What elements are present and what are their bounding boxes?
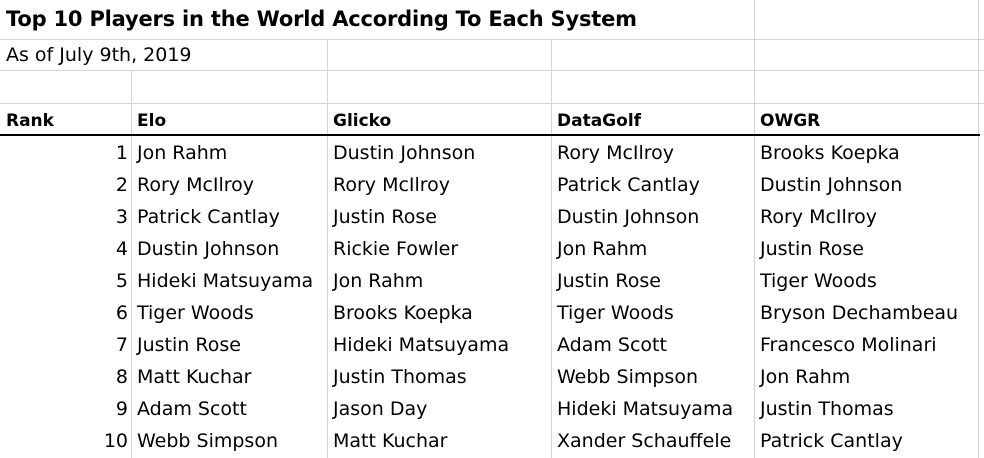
- cell-elo[interactable]: Dustin Johnson: [137, 238, 280, 260]
- cell-owgr[interactable]: Bryson Dechambeau: [760, 302, 959, 324]
- gridline-vertical: [327, 40, 328, 458]
- gridline-horizontal: [0, 39, 984, 40]
- cell-glicko[interactable]: Jon Rahm: [333, 270, 424, 292]
- gridline-horizontal: [0, 70, 984, 71]
- table-row: 1 Jon Rahm Dustin Johnson Rory McIlroy Brook…: [0, 137, 984, 169]
- table-row: 3 Patrick Cantlay Justin Rose Dustin Johnso…: [0, 201, 984, 233]
- header-glicko[interactable]: Glicko: [333, 111, 392, 131]
- cell-glicko[interactable]: Brooks Koepka: [333, 302, 473, 324]
- subtitle-row: As of July 9th, 2019: [0, 40, 984, 70]
- cell-datagolf[interactable]: Dustin Johnson: [557, 206, 700, 228]
- cell-elo[interactable]: Patrick Cantlay: [137, 206, 280, 228]
- header-rank[interactable]: Rank: [6, 111, 54, 131]
- cell-glicko[interactable]: Rory McIlroy: [333, 174, 451, 196]
- cell-elo[interactable]: Matt Kuchar: [137, 366, 252, 388]
- cell-owgr[interactable]: Jon Rahm: [760, 366, 851, 388]
- table-row: 2 Rory McIlroy Rory McIlroy Patrick Cantlay…: [0, 169, 984, 201]
- cell-glicko[interactable]: Jason Day: [333, 398, 428, 420]
- cell-glicko[interactable]: Hideki Matsuyama: [333, 334, 510, 356]
- gridline-vertical: [551, 40, 552, 458]
- cell-owgr[interactable]: Justin Thomas: [760, 398, 894, 420]
- gridline-vertical: [131, 70, 132, 458]
- cell-rank[interactable]: 3: [115, 206, 128, 228]
- cell-rank[interactable]: 4: [115, 238, 128, 260]
- cell-datagolf[interactable]: Rory McIlroy: [557, 142, 675, 164]
- cell-glicko[interactable]: Dustin Johnson: [333, 142, 476, 164]
- table-row: 10 Webb Simpson Matt Kuchar Xander Schauffe…: [0, 425, 984, 457]
- cell-datagolf[interactable]: Tiger Woods: [557, 302, 674, 324]
- cell-rank[interactable]: 7: [115, 334, 128, 356]
- cell-datagolf[interactable]: Adam Scott: [557, 334, 667, 356]
- cell-owgr[interactable]: Dustin Johnson: [760, 174, 903, 196]
- cell-datagolf[interactable]: Jon Rahm: [557, 238, 648, 260]
- gridline-horizontal: [0, 103, 984, 104]
- cell-rank[interactable]: 10: [103, 430, 128, 452]
- cell-rank[interactable]: 2: [115, 174, 128, 196]
- cell-glicko[interactable]: Rickie Fowler: [333, 238, 459, 260]
- cell-owgr[interactable]: Justin Rose: [760, 238, 864, 260]
- cell-rank[interactable]: 1: [115, 142, 128, 164]
- cell-owgr[interactable]: Tiger Woods: [760, 270, 877, 292]
- cell-elo[interactable]: Tiger Woods: [137, 302, 254, 324]
- header-row: Rank Elo Glicko DataGolf OWGR: [0, 104, 984, 134]
- cell-glicko[interactable]: Justin Thomas: [333, 366, 467, 388]
- header-elo[interactable]: Elo: [137, 111, 167, 131]
- header-datagolf[interactable]: DataGolf: [557, 111, 642, 131]
- sheet-subtitle[interactable]: As of July 9th, 2019: [6, 44, 192, 66]
- cell-owgr[interactable]: Francesco Molinari: [760, 334, 937, 356]
- cell-datagolf[interactable]: Patrick Cantlay: [557, 174, 700, 196]
- cell-elo[interactable]: Hideki Matsuyama: [137, 270, 314, 292]
- cell-rank[interactable]: 9: [115, 398, 128, 420]
- header-underline: [0, 134, 980, 136]
- table-row: 7 Justin Rose Hideki Matsuyama Adam Scott Fr…: [0, 329, 984, 361]
- cell-rank[interactable]: 6: [115, 302, 128, 324]
- sheet-title[interactable]: Top 10 Players in the World According To…: [6, 7, 637, 31]
- table-row: 4 Dustin Johnson Rickie Fowler Jon Rahm Just…: [0, 233, 984, 265]
- gridline-vertical: [754, 0, 755, 458]
- cell-owgr[interactable]: Brooks Koepka: [760, 142, 900, 164]
- cell-datagolf[interactable]: Webb Simpson: [557, 366, 698, 388]
- cell-rank[interactable]: 5: [115, 270, 128, 292]
- title-row: Top 10 Players in the World According To…: [0, 0, 984, 39]
- table-row: 5 Hideki Matsuyama Jon Rahm Justin Rose Tige…: [0, 265, 984, 297]
- cell-elo[interactable]: Webb Simpson: [137, 430, 278, 452]
- cell-glicko[interactable]: Justin Rose: [333, 206, 437, 228]
- cell-datagolf[interactable]: Hideki Matsuyama: [557, 398, 734, 420]
- cell-datagolf[interactable]: Xander Schauffele: [557, 430, 732, 452]
- cell-rank[interactable]: 8: [115, 366, 128, 388]
- cell-elo[interactable]: Justin Rose: [137, 334, 241, 356]
- table-row: 6 Tiger Woods Brooks Koepka Tiger Woods Brys…: [0, 297, 984, 329]
- cell-elo[interactable]: Adam Scott: [137, 398, 247, 420]
- cell-datagolf[interactable]: Justin Rose: [557, 270, 661, 292]
- header-owgr[interactable]: OWGR: [760, 111, 821, 131]
- cell-elo[interactable]: Rory McIlroy: [137, 174, 255, 196]
- gridline-vertical: [978, 0, 979, 458]
- cell-elo[interactable]: Jon Rahm: [137, 142, 228, 164]
- cell-owgr[interactable]: Patrick Cantlay: [760, 430, 903, 452]
- cell-owgr[interactable]: Rory McIlroy: [760, 206, 878, 228]
- cell-glicko[interactable]: Matt Kuchar: [333, 430, 448, 452]
- table-row: 8 Matt Kuchar Justin Thomas Webb Simpson Jon…: [0, 361, 984, 393]
- table-row: 9 Adam Scott Jason Day Hideki Matsuyama Just…: [0, 393, 984, 425]
